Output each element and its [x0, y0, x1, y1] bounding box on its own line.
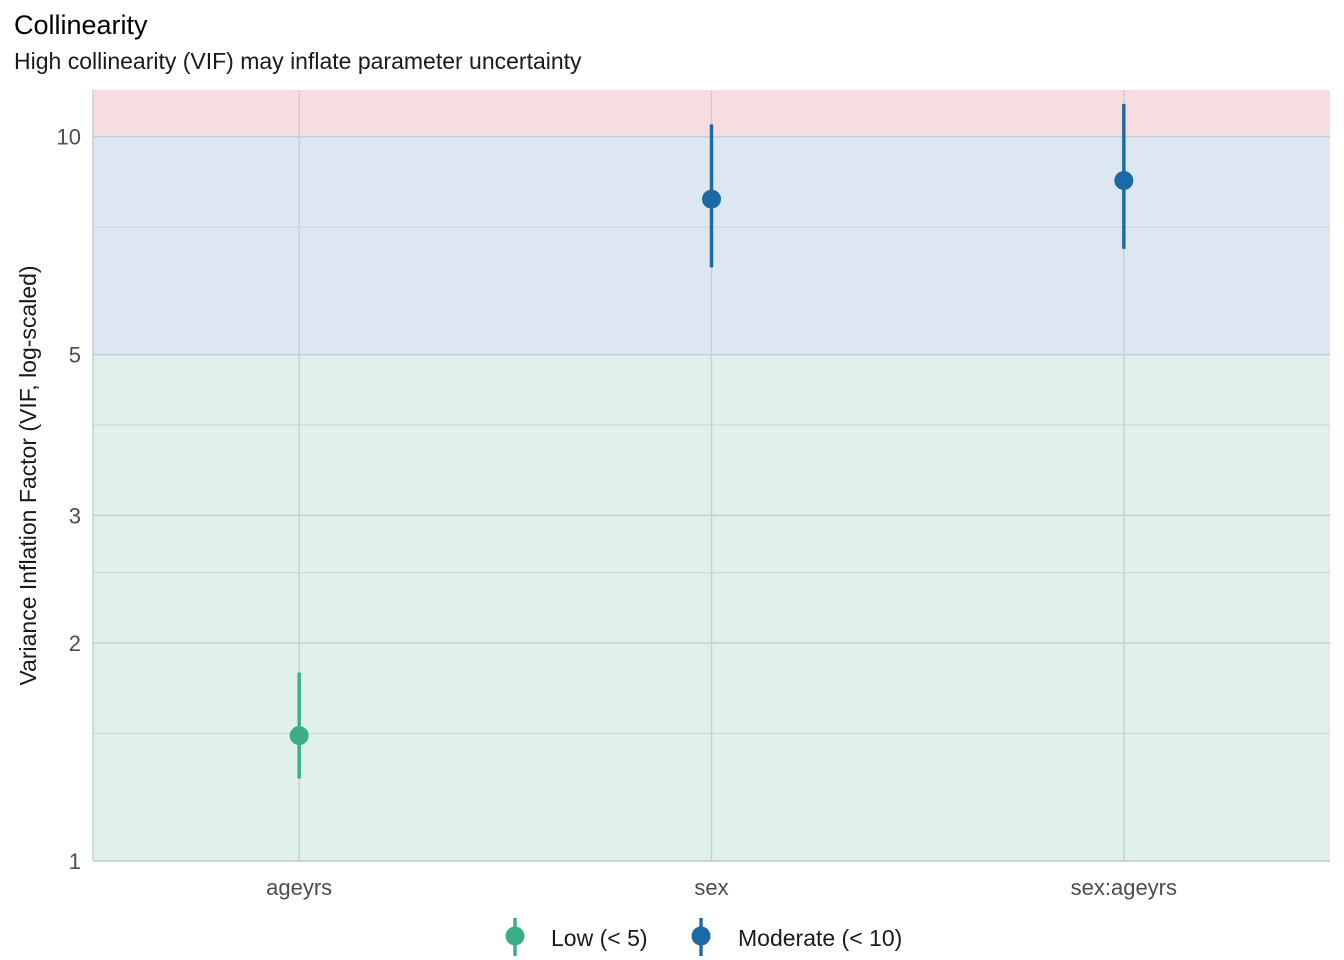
chart-title: Collinearity	[14, 10, 148, 40]
vif-point	[702, 189, 721, 209]
legend-label: Moderate (< 10)	[738, 925, 902, 951]
y-axis-label: Variance Inflation Factor (VIF, log-scal…	[15, 265, 41, 685]
y-tick-label: 3	[69, 503, 81, 528]
x-tick-label: sex:ageyrs	[1071, 875, 1177, 900]
x-tick-label: ageyrs	[266, 875, 332, 900]
data-marks	[289, 103, 1134, 779]
legend: Low (< 5) Moderate (< 10)	[505, 918, 902, 956]
y-tick-label: 10	[57, 125, 81, 150]
y-tick-label: 1	[69, 849, 81, 874]
legend-label: Low (< 5)	[551, 925, 648, 951]
vif-point	[1114, 170, 1134, 190]
x-tick-label: sex	[694, 875, 728, 900]
y-tick-label: 5	[69, 343, 81, 368]
legend-key-point	[691, 926, 711, 946]
y-tick-label: 2	[69, 631, 81, 656]
axes: 1 2 3 5 10 ageyrs sex sex:ageyrs	[57, 90, 1330, 900]
legend-key-point	[505, 926, 525, 946]
chart-subtitle: High collinearity (VIF) may inflate para…	[14, 48, 582, 74]
vif-point	[289, 726, 309, 746]
